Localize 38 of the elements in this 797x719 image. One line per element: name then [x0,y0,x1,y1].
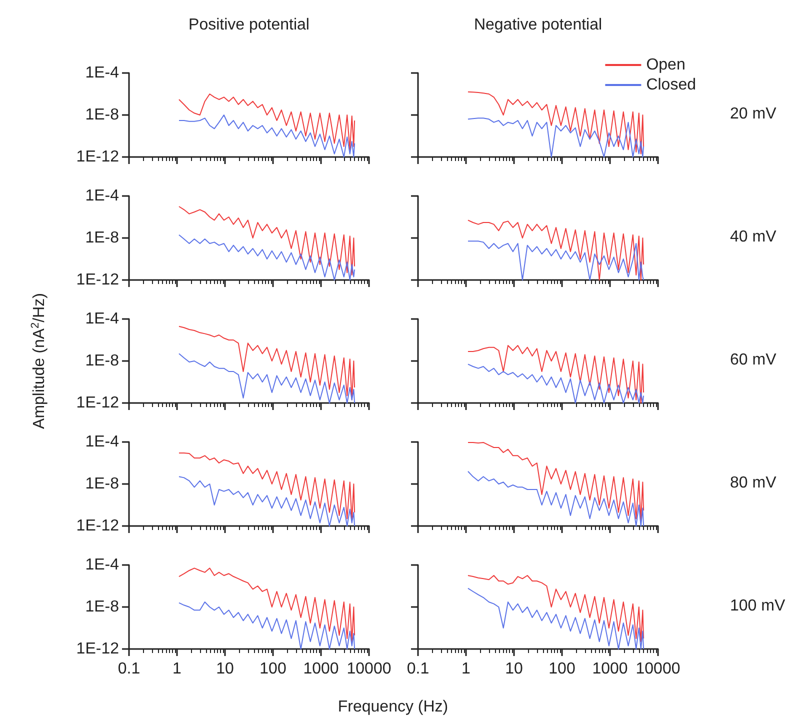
y-tick-label: 1E-12 [76,640,120,658]
y-tick-label: 1E-4 [85,310,120,328]
legend-label: Closed [646,76,696,94]
y-tick-label: 1E-4 [85,434,120,450]
x-tick-label: 100 [260,660,286,678]
y-axis-title: Amplitude (nA2/Hz) [30,293,48,429]
x-tick-label: 10000 [636,660,680,678]
x-tick-label: 10 [505,660,523,678]
y-tick-label: 1E-12 [76,272,120,288]
chart-title: Positive potential [188,16,310,34]
x-tick-label: 100 [548,660,576,678]
y-tick-label: 1E-8 [85,106,120,124]
y-tick-label: 1E-8 [85,598,120,616]
y-tick-label: 1E-12 [76,394,120,412]
x-tick-label: 0.1 [406,660,430,678]
text: 100 mV [730,598,786,614]
legend-label: Open [646,56,686,74]
y-tick-label: 1E-8 [85,352,120,370]
y-tick-label: 1E-4 [85,64,120,82]
y-tick-label: 1E-8 [85,230,120,246]
chart-title: Negative potential [474,16,602,34]
x-tick-label: 1000 [592,660,628,678]
y-tick-label: 1E-4 [85,556,120,574]
x-tick-label: 1 [172,660,182,678]
y-tick-label: 1E-8 [85,476,120,492]
text: 40 mV [730,228,777,246]
y-tick-label: 1E-12 [76,518,120,534]
x-tick-label: 0.1 [118,660,140,678]
text: 60 mV [730,352,777,368]
y-tick-label: 1E-4 [85,188,120,204]
text: 80 mV [730,474,777,492]
text: 20 mV [730,106,777,122]
x-tick-label: 10000 [346,660,392,678]
x-axis-title: Frequency (Hz) [338,698,448,716]
x-tick-label: 1000 [303,660,339,678]
y-tick-label: 1E-12 [76,148,120,166]
x-tick-label: 10 [216,660,234,678]
x-tick-label: 1 [462,660,471,678]
